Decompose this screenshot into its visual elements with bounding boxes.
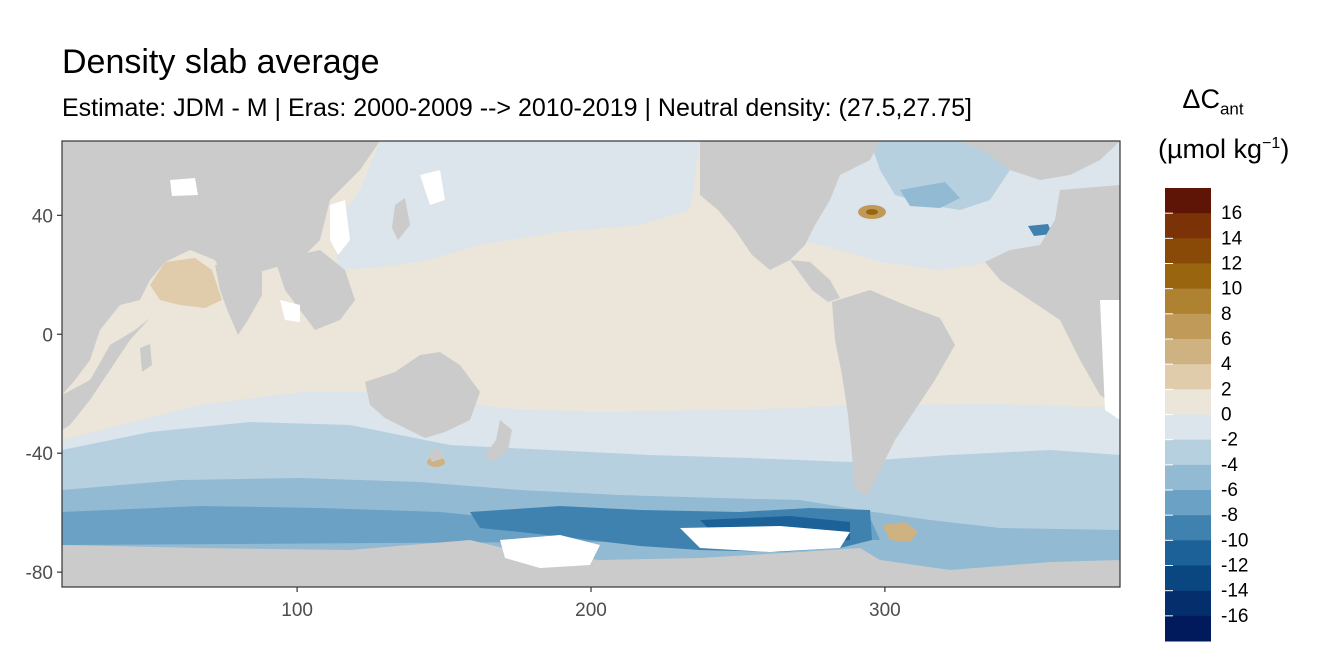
y-tick-label: 40	[32, 206, 53, 227]
legend-label: 16	[1221, 203, 1242, 224]
legend-label: 14	[1221, 228, 1243, 249]
legend-color-step	[1165, 238, 1211, 264]
legend-label: -6	[1221, 480, 1238, 501]
x-axis: 100 200 300	[281, 587, 901, 621]
legend-title-unit: (µmol kg−1)	[1158, 134, 1290, 164]
y-axis: 40 0 -40 -80	[26, 206, 62, 584]
legend-label: -2	[1221, 430, 1238, 451]
legend-label: 8	[1221, 304, 1232, 325]
legend-label: -4	[1221, 455, 1238, 476]
map-panel	[62, 141, 1120, 587]
legend-color-step	[1165, 490, 1211, 516]
missing-data	[170, 170, 1120, 568]
legend-label: 6	[1221, 329, 1232, 350]
legend-color-step	[1165, 615, 1211, 642]
legend-color-step	[1165, 339, 1211, 365]
chart-subtitle: Estimate: JDM - M | Eras: 2000-2009 --> …	[62, 94, 972, 122]
legend-title-symbol: ΔCant	[1182, 84, 1244, 119]
y-tick-label: 0	[42, 325, 53, 346]
legend-color-step	[1165, 590, 1211, 617]
legend-label: -8	[1221, 505, 1238, 526]
legend-color-step	[1165, 414, 1211, 441]
legend-label: 10	[1221, 279, 1242, 300]
legend-label: -10	[1221, 530, 1248, 551]
legend-labels: 16 14 12 10 8 6 4 2 0 -2 -4 -6 -8 -10 -12 -14 -16	[1165, 203, 1249, 627]
legend-color-step	[1165, 364, 1211, 390]
legend-color-step	[1165, 464, 1211, 491]
y-tick-label: -40	[26, 444, 53, 465]
legend-label: 4	[1221, 354, 1232, 375]
legend-colorbar	[1165, 188, 1211, 642]
arabian-sea-region	[150, 258, 222, 308]
y-tick-label: -80	[26, 563, 53, 584]
labrador-sea-region	[900, 182, 960, 208]
legend-label: -12	[1221, 556, 1248, 577]
x-tick-label: 300	[869, 600, 901, 621]
legend-color-step	[1165, 288, 1211, 315]
legend-color-step	[1165, 213, 1211, 239]
legend-color-step	[1165, 313, 1211, 340]
chart-title: Density slab average	[62, 43, 380, 81]
north-pacific-region	[330, 141, 700, 270]
weddell-hotspot	[882, 522, 918, 542]
x-tick-label: 100	[281, 600, 313, 621]
legend-label: -14	[1221, 581, 1249, 602]
legend-label: 12	[1221, 254, 1242, 275]
north-atlantic-coastal-region	[1028, 224, 1052, 236]
legend-color-step	[1165, 565, 1211, 592]
legend-label: 0	[1221, 405, 1232, 426]
legend-color-step	[1165, 188, 1211, 214]
legend-color-step	[1165, 439, 1211, 466]
x-tick-label: 200	[575, 600, 607, 621]
legend-color-step	[1165, 263, 1211, 290]
legend-color-step	[1165, 540, 1211, 566]
legend-color-step	[1165, 515, 1211, 541]
legend-label: 2	[1221, 379, 1232, 400]
land	[62, 141, 1120, 587]
legend-label: -16	[1221, 606, 1248, 627]
legend-color-step	[1165, 389, 1211, 415]
